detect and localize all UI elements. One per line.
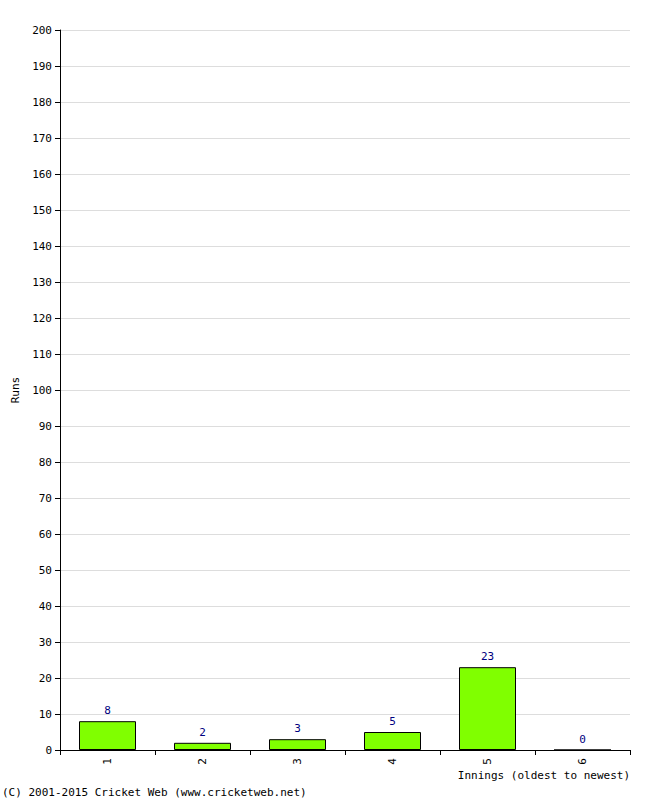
svg-text:2: 2 — [196, 758, 209, 765]
svg-text:160: 160 — [32, 168, 52, 181]
svg-text:70: 70 — [39, 492, 52, 505]
svg-text:90: 90 — [39, 420, 52, 433]
svg-text:5: 5 — [389, 715, 396, 728]
svg-text:Runs: Runs — [9, 377, 22, 404]
svg-text:3: 3 — [294, 722, 301, 735]
svg-text:110: 110 — [32, 348, 52, 361]
svg-text:5: 5 — [481, 758, 494, 765]
svg-text:20: 20 — [39, 672, 52, 685]
svg-text:4: 4 — [386, 758, 399, 765]
svg-text:50: 50 — [39, 564, 52, 577]
svg-text:0: 0 — [579, 733, 586, 746]
svg-text:Innings (oldest to newest): Innings (oldest to newest) — [458, 769, 630, 782]
svg-text:80: 80 — [39, 456, 52, 469]
svg-text:30: 30 — [39, 636, 52, 649]
svg-text:200: 200 — [32, 24, 52, 37]
svg-text:130: 130 — [32, 276, 52, 289]
svg-text:120: 120 — [32, 312, 52, 325]
svg-text:140: 140 — [32, 240, 52, 253]
svg-text:10: 10 — [39, 708, 52, 721]
svg-text:60: 60 — [39, 528, 52, 541]
svg-text:(C) 2001-2015 Cricket Web (www: (C) 2001-2015 Cricket Web (www.cricketwe… — [2, 786, 307, 799]
svg-text:23: 23 — [481, 650, 494, 663]
svg-text:2: 2 — [199, 726, 206, 739]
svg-text:100: 100 — [32, 384, 52, 397]
svg-text:190: 190 — [32, 60, 52, 73]
svg-text:0: 0 — [45, 744, 52, 757]
svg-text:170: 170 — [32, 132, 52, 145]
svg-text:150: 150 — [32, 204, 52, 217]
svg-text:40: 40 — [39, 600, 52, 613]
svg-text:6: 6 — [576, 758, 589, 765]
svg-text:180: 180 — [32, 96, 52, 109]
svg-text:8: 8 — [104, 704, 111, 717]
svg-text:3: 3 — [291, 758, 304, 765]
svg-text:1: 1 — [101, 758, 114, 765]
